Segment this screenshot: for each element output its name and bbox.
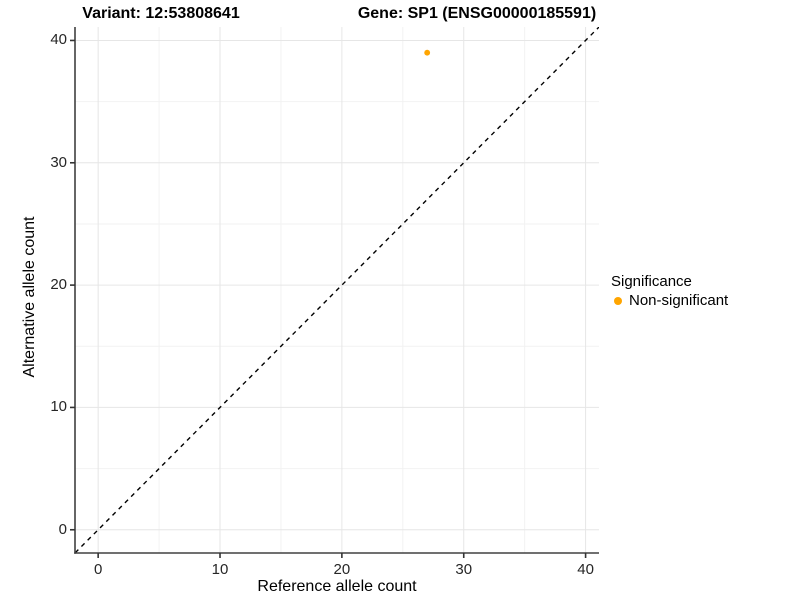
identity-line — [75, 27, 599, 553]
x-tick-label: 40 — [577, 561, 594, 578]
gene-title: Gene: SP1 (ENSG00000185591) — [357, 5, 597, 22]
data-point — [424, 49, 431, 56]
legend-title: Significance — [611, 273, 692, 290]
x-tick-label: 20 — [333, 561, 351, 578]
variant-title: Variant: 12:53808641 — [82, 5, 240, 22]
x-tick-label: 30 — [455, 561, 473, 578]
y-tick-label: 20 — [50, 276, 67, 294]
legend: Significance Non-significant — [611, 272, 728, 310]
y-tick-label: 0 — [58, 520, 67, 538]
legend-point-icon — [614, 296, 622, 305]
y-axis-title: Alternative allele count — [21, 216, 38, 378]
legend-item: Non-significant — [611, 291, 728, 310]
x-tick-label: 0 — [93, 561, 103, 578]
y-tick-label: 30 — [50, 153, 67, 171]
legend-item-label: Non-significant — [629, 292, 729, 309]
x-tick-label: 10 — [211, 561, 229, 578]
x-axis-title: Reference allele count — [257, 578, 417, 595]
y-tick-label: 40 — [50, 31, 67, 49]
y-tick-label: 10 — [50, 398, 67, 416]
